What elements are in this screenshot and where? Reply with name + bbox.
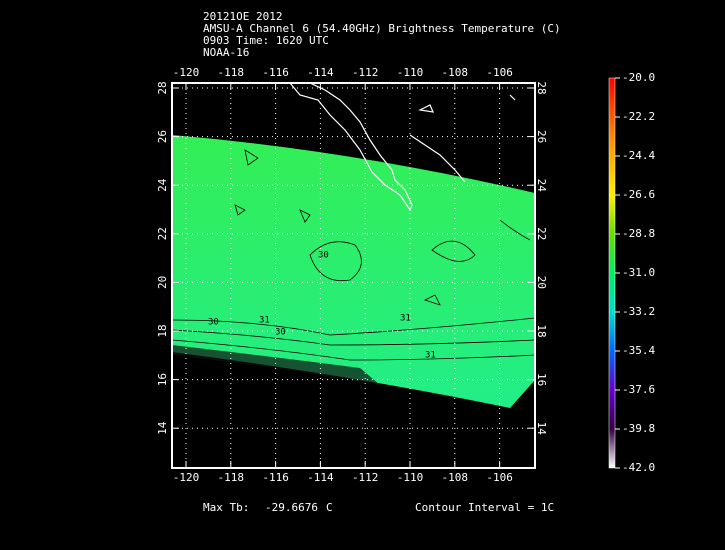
map-frame <box>171 82 536 469</box>
lon-label-top: -106 <box>486 66 513 79</box>
contour-label: 31 <box>425 351 436 361</box>
lat-label-right: 22 <box>535 227 548 240</box>
header-line: AMSU-A Channel 6 (54.40GHz) Brightness T… <box>203 22 561 35</box>
map-area <box>172 83 535 408</box>
lon-label-top: -118 <box>218 66 245 79</box>
lon-label-top: -112 <box>352 66 379 79</box>
data-swath <box>172 135 535 408</box>
header-line: 20121OE 2012 <box>203 10 282 23</box>
lon-label-bottom: -114 <box>307 471 334 484</box>
header-line: 0903 Time: 1620 UTC <box>203 34 329 47</box>
lat-label-right: 16 <box>535 373 548 386</box>
lon-label-bottom: -120 <box>173 471 200 484</box>
contours <box>172 149 535 361</box>
lon-label-bottom: -106 <box>486 471 513 484</box>
colorbar <box>608 77 616 469</box>
lat-label-right: 26 <box>535 130 548 143</box>
lon-label-top: -120 <box>173 66 200 79</box>
lat-label-left: 14 <box>156 421 169 435</box>
lat-label-right: 28 <box>535 81 548 94</box>
contour-label: 31 <box>259 316 270 326</box>
lat-label-left: 28 <box>156 81 169 94</box>
lon-label-bottom: -108 <box>442 471 469 484</box>
swath-edge-band <box>172 345 380 385</box>
footer-max-label: Max Tb: <box>203 501 249 514</box>
contour-label: 30 <box>318 251 329 261</box>
lat-label-left: 24 <box>156 178 169 192</box>
colorbar-label: -26.6 <box>622 188 655 201</box>
header-line: NOAA-16 <box>203 46 249 59</box>
contour-label: 31 <box>400 314 411 324</box>
colorbar-label: -35.4 <box>622 344 655 357</box>
lon-label-bottom: -118 <box>218 471 245 484</box>
colorbar-label: -37.6 <box>622 383 655 396</box>
coastline <box>289 83 516 212</box>
lon-label-bottom: -110 <box>397 471 424 484</box>
footer-max-value: -29.6676 <box>265 501 318 514</box>
colorbar-label: -28.8 <box>622 227 655 240</box>
colorbar-label: -33.2 <box>622 305 655 318</box>
lat-label-left: 16 <box>156 373 169 386</box>
lat-label-right: 14 <box>535 422 548 436</box>
footer-max-unit: C <box>326 501 333 514</box>
colorbar-label: -22.2 <box>622 110 655 123</box>
lat-label-left: 26 <box>156 130 169 143</box>
lat-label-left: 18 <box>156 324 169 337</box>
lon-label-top: -114 <box>307 66 334 79</box>
footer-contour-interval: Contour Interval = 1C <box>415 501 554 514</box>
colorbar-label: -20.0 <box>622 71 655 84</box>
colorbar-label: -42.0 <box>622 461 655 474</box>
contour-label: 30 <box>208 318 219 328</box>
lon-label-bottom: -116 <box>262 471 289 484</box>
contour-label: 30 <box>275 328 286 338</box>
lon-label-top: -116 <box>262 66 289 79</box>
lon-label-bottom: -112 <box>352 471 379 484</box>
lat-label-left: 20 <box>156 276 169 289</box>
colorbar-label: -31.0 <box>622 266 655 279</box>
lat-label-right: 18 <box>535 324 548 337</box>
colorbar-label: -24.4 <box>622 149 655 162</box>
lat-label-right: 20 <box>535 276 548 289</box>
lon-label-top: -110 <box>397 66 424 79</box>
lat-label-right: 24 <box>535 179 548 193</box>
lon-label-top: -108 <box>442 66 469 79</box>
colorbar-label: -39.8 <box>622 422 655 435</box>
lat-label-left: 22 <box>156 227 169 240</box>
